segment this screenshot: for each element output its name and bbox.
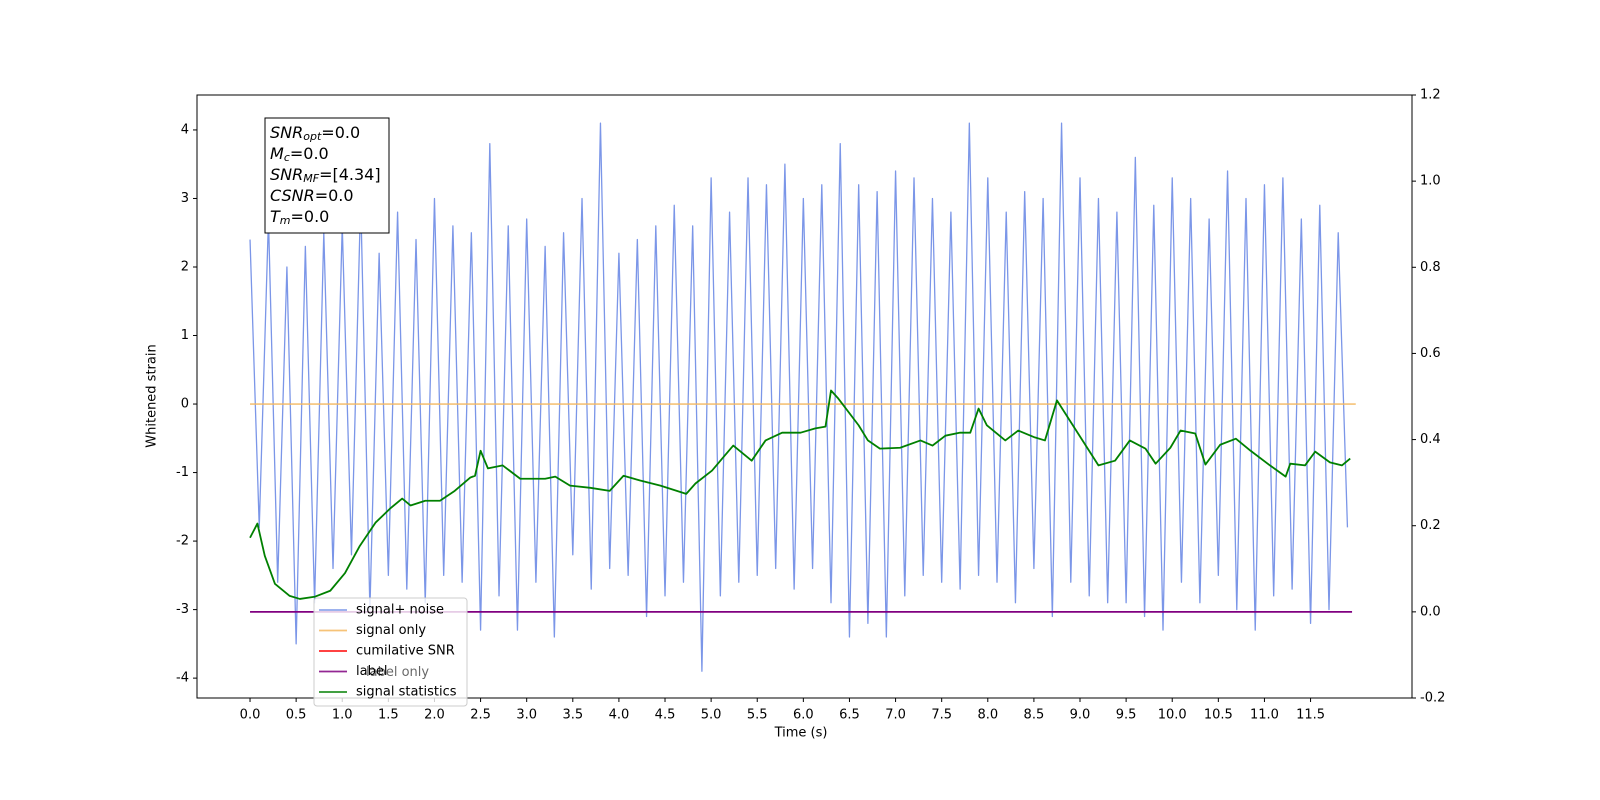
stats-line: Mc=0.0: [270, 144, 329, 165]
x-tick-label: 3.0: [516, 708, 537, 723]
stats-main: T: [270, 207, 281, 226]
stats-value: =0.0: [315, 186, 354, 205]
stats-box-frame: [264, 117, 390, 234]
stats-main: CSNR: [270, 186, 315, 205]
legend: signal+ noise signal only cumilative SNR la…: [313, 597, 468, 707]
y2-tick-label: 0.4: [1420, 432, 1441, 447]
x-tick-label: 2.5: [470, 708, 491, 723]
x-tick-label: 3.5: [562, 708, 583, 723]
stats-line: SNRopt=0.0: [270, 123, 360, 144]
x-tick-label: 10.5: [1204, 708, 1233, 723]
y-tick-label: -2: [176, 534, 189, 549]
x-tick-label: 7.0: [885, 708, 906, 723]
stats-main: M: [270, 144, 284, 163]
x-tick-label: 10.0: [1158, 708, 1187, 723]
legend-label: cumilative SNR: [356, 644, 455, 659]
y-tick-label: -4: [176, 671, 189, 686]
x-tick-label: 8.5: [1024, 708, 1045, 723]
x-tick-label: 6.5: [839, 708, 860, 723]
stats-sub: c: [284, 151, 290, 164]
series-line: [249, 122, 1349, 672]
legend-label: signal+ noise: [356, 603, 444, 618]
x-tick-label: 1.0: [332, 708, 353, 723]
stats-line: CSNR=0.0: [270, 186, 354, 205]
y2-tick-label: 1.2: [1420, 88, 1441, 103]
x-tick-label: 9.0: [1070, 708, 1091, 723]
stats-line: Tm=0.0: [270, 207, 329, 228]
stats-sub: opt: [303, 130, 322, 143]
y-axis-label: Whitened strain: [145, 344, 160, 447]
stats-value: =[4.34]: [319, 165, 381, 184]
y2-tick-label: 0.0: [1420, 604, 1441, 619]
y-tick-label: -1: [176, 465, 189, 480]
stats-line: SNRMF=[4.34]: [270, 165, 381, 186]
plot-frame: [196, 94, 1413, 699]
y2-tick-label: -0.2: [1420, 691, 1445, 706]
y-tick-label: 4: [181, 122, 189, 137]
x-tick-label: 11.0: [1250, 708, 1279, 723]
y2-tick-label: 0.6: [1420, 346, 1441, 361]
x-tick-label: 1.5: [378, 708, 399, 723]
y2-tick-label: 1.0: [1420, 174, 1441, 189]
legend-frame: [313, 597, 468, 707]
legend-ghost-label: label only: [366, 665, 429, 680]
x-tick-label: 0.0: [240, 708, 261, 723]
y-tick-label: -3: [176, 602, 189, 617]
x-tick-label: 4.0: [609, 708, 630, 723]
x-tick-label: 9.5: [1116, 708, 1137, 723]
stats-main: SNR: [270, 123, 303, 142]
x-tick-label: 11.5: [1296, 708, 1325, 723]
series-line: [249, 389, 1351, 600]
stats-value: =0.0: [321, 123, 360, 142]
x-tick-label: 0.5: [286, 708, 307, 723]
stats-sub: MF: [303, 172, 319, 185]
stats-sub: m: [280, 214, 291, 227]
x-tick-label: 4.5: [655, 708, 676, 723]
y-tick-label: 3: [181, 191, 189, 206]
y-tick-label: 2: [181, 259, 189, 274]
y-tick-label: 1: [181, 328, 189, 343]
x-tick-label: 5.5: [747, 708, 768, 723]
x-tick-label: 8.0: [977, 708, 998, 723]
legend-label: signal statistics: [356, 685, 457, 700]
stats-value: =0.0: [290, 144, 329, 163]
y-tick-label: 0: [181, 397, 189, 412]
y2-tick-label: 0.2: [1420, 518, 1441, 533]
stats-value: =0.0: [291, 207, 330, 226]
legend-label: signal only: [356, 623, 426, 638]
stats-main: SNR: [270, 165, 303, 184]
x-tick-label: 5.0: [701, 708, 722, 723]
y2-tick-label: 0.8: [1420, 260, 1441, 275]
x-axis-label: Time (s): [774, 726, 828, 741]
stats-box: SNRopt=0.0Mc=0.0SNRMF=[4.34]CSNR=0.0Tm=0…: [264, 117, 390, 234]
x-tick-label: 2.0: [424, 708, 445, 723]
legend-label: label: [356, 664, 387, 679]
x-tick-label: 7.5: [931, 708, 952, 723]
x-tick-label: 6.0: [793, 708, 814, 723]
